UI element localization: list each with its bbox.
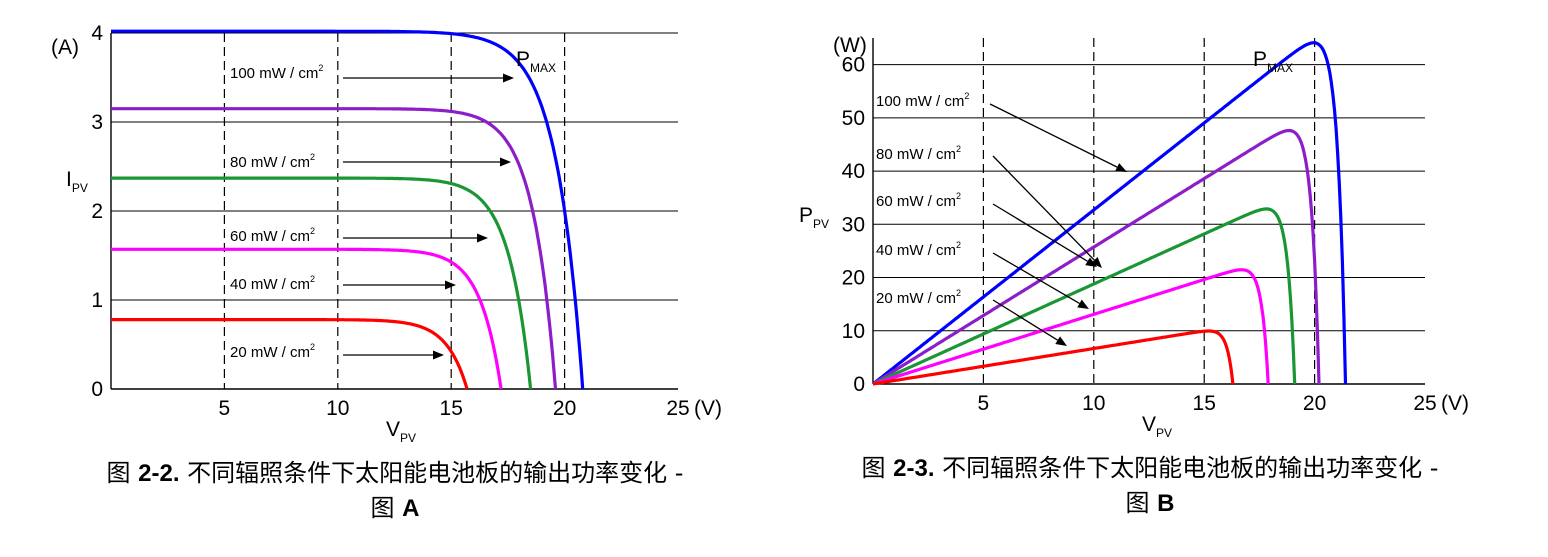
chart-b-legend-label-4: 40 mW / cm2 xyxy=(876,240,961,259)
chart-b-x-axis-title: VPV xyxy=(1142,413,1172,440)
chart-a-legend-arrow-5 xyxy=(343,350,444,360)
chart-a-x-tick-label: 15 xyxy=(440,397,463,420)
caption-b-line2-prefix: 图 xyxy=(1125,489,1158,517)
chart-b-x-unit: (V) xyxy=(1441,392,1469,415)
caption-b-line1: 图 2-3. 不同辐照条件下太阳能电池板的输出功率变化 - xyxy=(770,451,1530,486)
caption-a-number: 2-2. xyxy=(138,460,180,487)
chart-a-legend-arrow-1 xyxy=(343,73,514,83)
chart-a-x-tick-label: 25 xyxy=(666,397,689,420)
chart-a-x-tick-label: 10 xyxy=(326,397,349,420)
chart-b-legend-arrow-4 xyxy=(992,252,1089,309)
figure-caption-a: 图 2-2. 不同辐照条件下太阳能电池板的输出功率变化 - 图 A xyxy=(0,456,790,526)
chart-b-series-line-1 xyxy=(872,41,1348,386)
caption-a-text: 不同辐照条件下太阳能电池板的输出功率变化 - xyxy=(179,459,684,487)
chart-a-legend-arrow-1-head xyxy=(503,73,514,83)
chart-a-legend-arrow-2-head xyxy=(500,157,511,167)
chart-a-legend-label-1: 100 mW / cm2 xyxy=(230,63,323,82)
chart-b-legend-label-5: 20 mW / cm2 xyxy=(876,288,961,307)
chart-b-legend-arrow-2-shaft xyxy=(992,155,1095,261)
chart-a-legend-arrow-2 xyxy=(343,157,511,167)
chart-b-series-line-3 xyxy=(872,207,1297,386)
caption-a-line1: 图 2-2. 不同辐照条件下太阳能电池板的输出功率变化 - xyxy=(0,456,790,491)
caption-b-prefix: 图 xyxy=(861,454,894,482)
chart-a-y-tick-label: 3 xyxy=(91,111,103,134)
chart-b-x-tick-label: 15 xyxy=(1193,392,1216,415)
chart-b-y-axis-title: PPV xyxy=(799,204,829,231)
chart-a-series-line-3 xyxy=(110,176,533,390)
chart-b-legend-arrow-2 xyxy=(992,155,1102,268)
caption-a-prefix: 图 xyxy=(106,459,139,487)
chart-a-y-tick-label: 0 xyxy=(91,378,103,401)
chart-a-x-tick-label: 20 xyxy=(553,397,576,420)
chart-b-legend-arrow-2-head xyxy=(1091,256,1102,268)
chart-a-legend-arrow-3-head xyxy=(477,233,488,243)
chart-b-legend-label-1: 100 mW / cm2 xyxy=(876,91,969,110)
chart-b-y-unit: (W) xyxy=(833,34,867,57)
caption-b-text: 不同辐照条件下太阳能电池板的输出功率变化 - xyxy=(934,454,1439,482)
chart-b-pmax-label: PMAX xyxy=(1253,48,1293,75)
chart-a-series-line-5 xyxy=(110,318,469,390)
chart-b-series-line-5 xyxy=(872,329,1235,386)
chart-b-legend-arrow-1-head xyxy=(1115,163,1127,172)
caption-b-line2: 图 B xyxy=(770,486,1530,521)
caption-a-line2-prefix: 图 xyxy=(370,494,403,522)
chart-a-legend-arrow-4 xyxy=(343,280,456,290)
chart-a-pmax-label: PMAX xyxy=(516,48,556,75)
chart-b-legend-label-2: 80 mW / cm2 xyxy=(876,144,961,163)
chart-b-legend-arrow-1 xyxy=(989,103,1127,172)
caption-b-letter: B xyxy=(1157,490,1175,517)
chart-a-y-tick-label: 1 xyxy=(91,289,103,312)
chart-b-x-tick-label: 5 xyxy=(978,392,990,415)
chart-a-y-tick-label: 2 xyxy=(91,200,103,223)
chart-b-x-tick-label: 10 xyxy=(1082,392,1105,415)
chart-a-y-axis-title: IPV xyxy=(66,168,88,195)
chart-a-iv-curves: 0 1 2 3 4 5 10 15 20 25 (V) (A) IPV VPV PMAX 100 mW / c… xyxy=(51,22,722,445)
chart-b-y-tick-label: 10 xyxy=(842,320,865,343)
chart-a-legend-arrow-3 xyxy=(343,233,488,243)
chart-b-legend-arrow-5-head xyxy=(1055,336,1067,346)
chart-b-legend-arrow-1-shaft xyxy=(989,103,1118,168)
chart-b-y-tick-label: 40 xyxy=(842,160,865,183)
chart-b-legend-arrow-5-shaft xyxy=(992,299,1059,341)
chart-a-x-tick-label: 5 xyxy=(219,397,231,420)
chart-b-y-tick-label: 60 xyxy=(842,54,865,77)
figure-caption-b: 图 2-3. 不同辐照条件下太阳能电池板的输出功率变化 - 图 B xyxy=(770,451,1530,521)
chart-a-series-line-4 xyxy=(110,247,503,390)
chart-b-legend-arrow-5 xyxy=(992,299,1067,346)
chart-b-y-tick-label: 50 xyxy=(842,107,865,130)
chart-a-x-unit: (V) xyxy=(694,397,722,420)
caption-b-number: 2-3. xyxy=(893,455,935,482)
chart-b-legend-label-3: 60 mW / cm2 xyxy=(876,191,961,210)
chart-a-series-line-1 xyxy=(110,29,585,390)
chart-b-legend-arrow-4-shaft xyxy=(992,252,1080,305)
chart-b-series-line-4 xyxy=(872,268,1270,386)
chart-b-pv-curves: 0 10 20 30 40 50 60 5 10 15 20 25 (V) (W) PPV VPV PMAX 10… xyxy=(799,34,1469,440)
chart-a-legend-arrow-4-head xyxy=(445,280,456,290)
chart-a-legend-label-4: 40 mW / cm2 xyxy=(230,274,315,293)
chart-b-x-tick-label: 25 xyxy=(1413,392,1436,415)
chart-b-legend-arrow-4-head xyxy=(1077,299,1089,309)
chart-b-y-tick-label: 20 xyxy=(842,267,865,290)
chart-a-y-unit: (A) xyxy=(51,36,79,59)
chart-b-x-tick-label: 20 xyxy=(1303,392,1326,415)
caption-a-line2: 图 A xyxy=(0,491,790,526)
chart-b-series-line-2 xyxy=(872,128,1321,386)
chart-a-y-tick-label: 4 xyxy=(91,22,103,45)
chart-b-y-tick-label: 0 xyxy=(853,373,865,396)
chart-a-legend-label-2: 80 mW / cm2 xyxy=(230,152,315,171)
caption-a-letter: A xyxy=(402,495,420,522)
chart-a-x-axis-title: VPV xyxy=(386,418,416,445)
chart-b-legend-arrow-3 xyxy=(992,203,1097,267)
chart-b-y-tick-label: 30 xyxy=(842,213,865,236)
chart-b-legend-arrow-3-head xyxy=(1085,257,1097,267)
chart-a-legend-label-5: 20 mW / cm2 xyxy=(230,342,315,361)
chart-a-legend-arrow-5-head xyxy=(433,350,444,360)
chart-b-legend-arrow-3-shaft xyxy=(992,203,1088,262)
chart-a-legend-label-3: 60 mW / cm2 xyxy=(230,226,315,245)
chart-a-series-line-2 xyxy=(110,107,558,390)
